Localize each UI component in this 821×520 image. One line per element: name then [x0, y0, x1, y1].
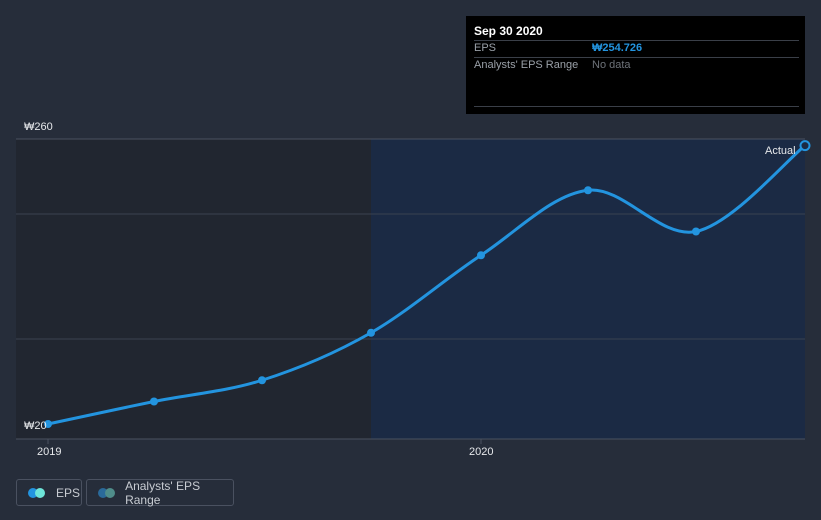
range-legend-icon [98, 487, 115, 498]
eps-data-point[interactable] [799, 140, 811, 152]
eps-data-point[interactable] [584, 186, 592, 195]
divider [474, 106, 799, 107]
eps-data-point[interactable] [477, 251, 485, 260]
eps-data-point[interactable] [367, 328, 375, 337]
tooltip-eps-value: ₩254.726 [592, 42, 643, 54]
eps-data-point[interactable] [44, 420, 52, 428]
legend-eps-label: EPS [56, 485, 81, 500]
eps-data-point[interactable] [150, 397, 158, 406]
divider [474, 40, 799, 41]
y-axis-top-label: ₩260 [24, 121, 53, 133]
tooltip: Sep 30 2020 EPS ₩254.726 Analysts' EPS R… [466, 16, 805, 114]
tooltip-eps-label: EPS [474, 42, 497, 54]
tooltip-range-label: Analysts' EPS Range [474, 59, 579, 71]
tooltip-range-value: No data [592, 59, 631, 71]
x-label-2020: 2020 [469, 446, 494, 458]
legend-analysts-range[interactable]: Analysts' EPS Range [86, 478, 234, 507]
divider [474, 57, 799, 58]
eps-data-point[interactable] [258, 376, 266, 385]
past-region [16, 139, 371, 439]
x-label-2019: 2019 [37, 446, 62, 458]
eps-data-point[interactable] [692, 227, 700, 236]
tooltip-date: Sep 30 2020 [474, 24, 543, 38]
eps-points [44, 140, 811, 428]
y-axis-bottom-label: ₩20 [24, 420, 47, 432]
legend-range-label: Analysts' EPS Range [125, 478, 201, 507]
x-ticks [47, 439, 482, 444]
actual-annotation: Actual [765, 145, 796, 157]
legend-eps[interactable]: EPS [16, 479, 82, 506]
gridlines [16, 138, 805, 340]
eps-legend-icon [28, 487, 46, 498]
